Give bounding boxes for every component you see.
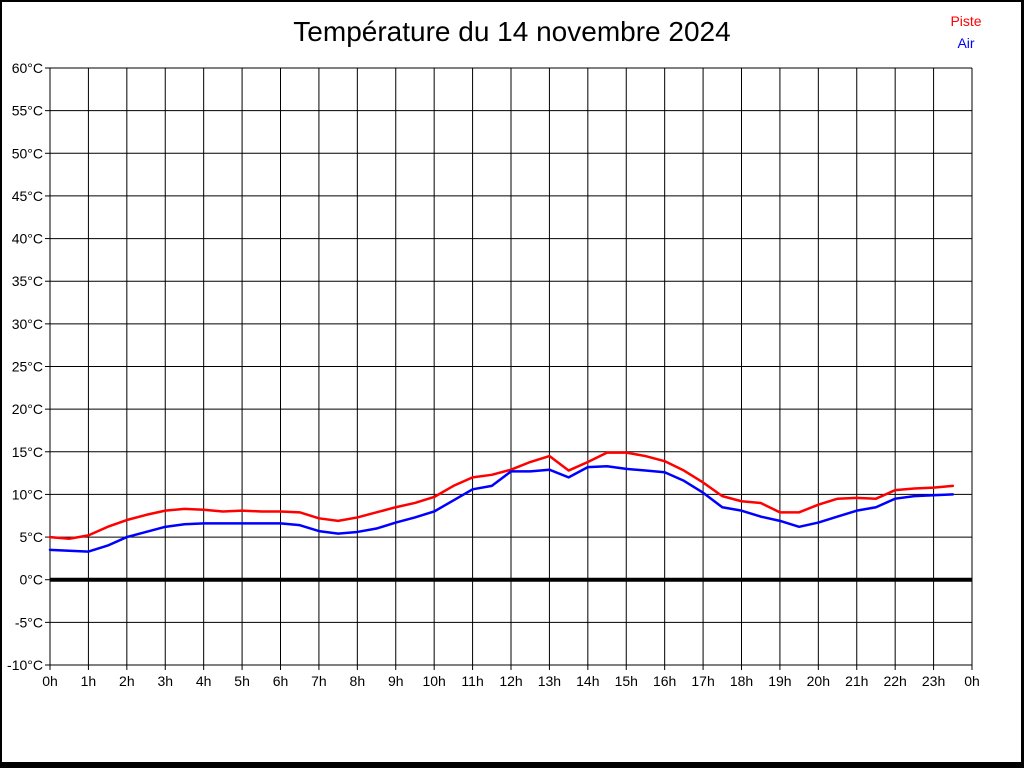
x-tick-label: 10h	[422, 673, 445, 689]
x-tick-label: 6h	[273, 673, 289, 689]
y-tick-label: 35°C	[12, 273, 43, 289]
x-tick-label: 21h	[845, 673, 868, 689]
y-tick-label: 10°C	[12, 486, 43, 502]
x-tick-label: 4h	[196, 673, 212, 689]
x-tick-label: 14h	[576, 673, 599, 689]
x-tick-label: 8h	[350, 673, 366, 689]
x-tick-label: 17h	[691, 673, 714, 689]
y-tick-label: -10°C	[7, 657, 43, 673]
legend-item-air: Air	[957, 35, 975, 51]
x-tick-label: 18h	[730, 673, 753, 689]
x-tick-label: 16h	[653, 673, 676, 689]
y-tick-label: 45°C	[12, 188, 43, 204]
series-line-air	[48, 465, 955, 553]
x-tick-label: 9h	[388, 673, 404, 689]
x-tick-label: 22h	[883, 673, 906, 689]
chart-title: Température du 14 novembre 2024	[293, 16, 731, 47]
y-tick-label: -5°C	[15, 614, 43, 630]
x-tick-label: 11h	[461, 673, 483, 689]
x-tick-label: 2h	[119, 673, 135, 689]
y-tick-label: 25°C	[12, 359, 43, 375]
x-tick-label: 19h	[768, 673, 791, 689]
x-tick-label: 3h	[157, 673, 173, 689]
y-tick-label: 40°C	[12, 231, 43, 247]
x-tick-label: 1h	[81, 673, 97, 689]
y-tick-label: 5°C	[20, 529, 44, 545]
y-tick-label: 30°C	[12, 316, 43, 332]
x-tick-label: 13h	[538, 673, 561, 689]
x-tick-label: 23h	[922, 673, 945, 689]
y-tick-label: 55°C	[12, 103, 43, 119]
series-line-piste	[48, 451, 955, 541]
x-tick-label: 7h	[311, 673, 327, 689]
y-tick-label: 15°C	[12, 444, 43, 460]
x-tick-label: 0h	[964, 673, 980, 689]
x-tick-label: 12h	[499, 673, 522, 689]
x-tick-label: 5h	[234, 673, 250, 689]
legend-item-piste: Piste	[950, 13, 982, 29]
y-tick-label: 20°C	[12, 401, 43, 417]
x-tick-label: 0h	[42, 673, 58, 689]
y-tick-label: 0°C	[20, 572, 44, 588]
x-tick-label: 15h	[615, 673, 638, 689]
chart-legend: Piste Air	[926, 10, 1006, 54]
x-tick-label: 20h	[807, 673, 830, 689]
y-tick-label: 50°C	[12, 145, 43, 161]
y-tick-label: 60°C	[12, 60, 43, 76]
